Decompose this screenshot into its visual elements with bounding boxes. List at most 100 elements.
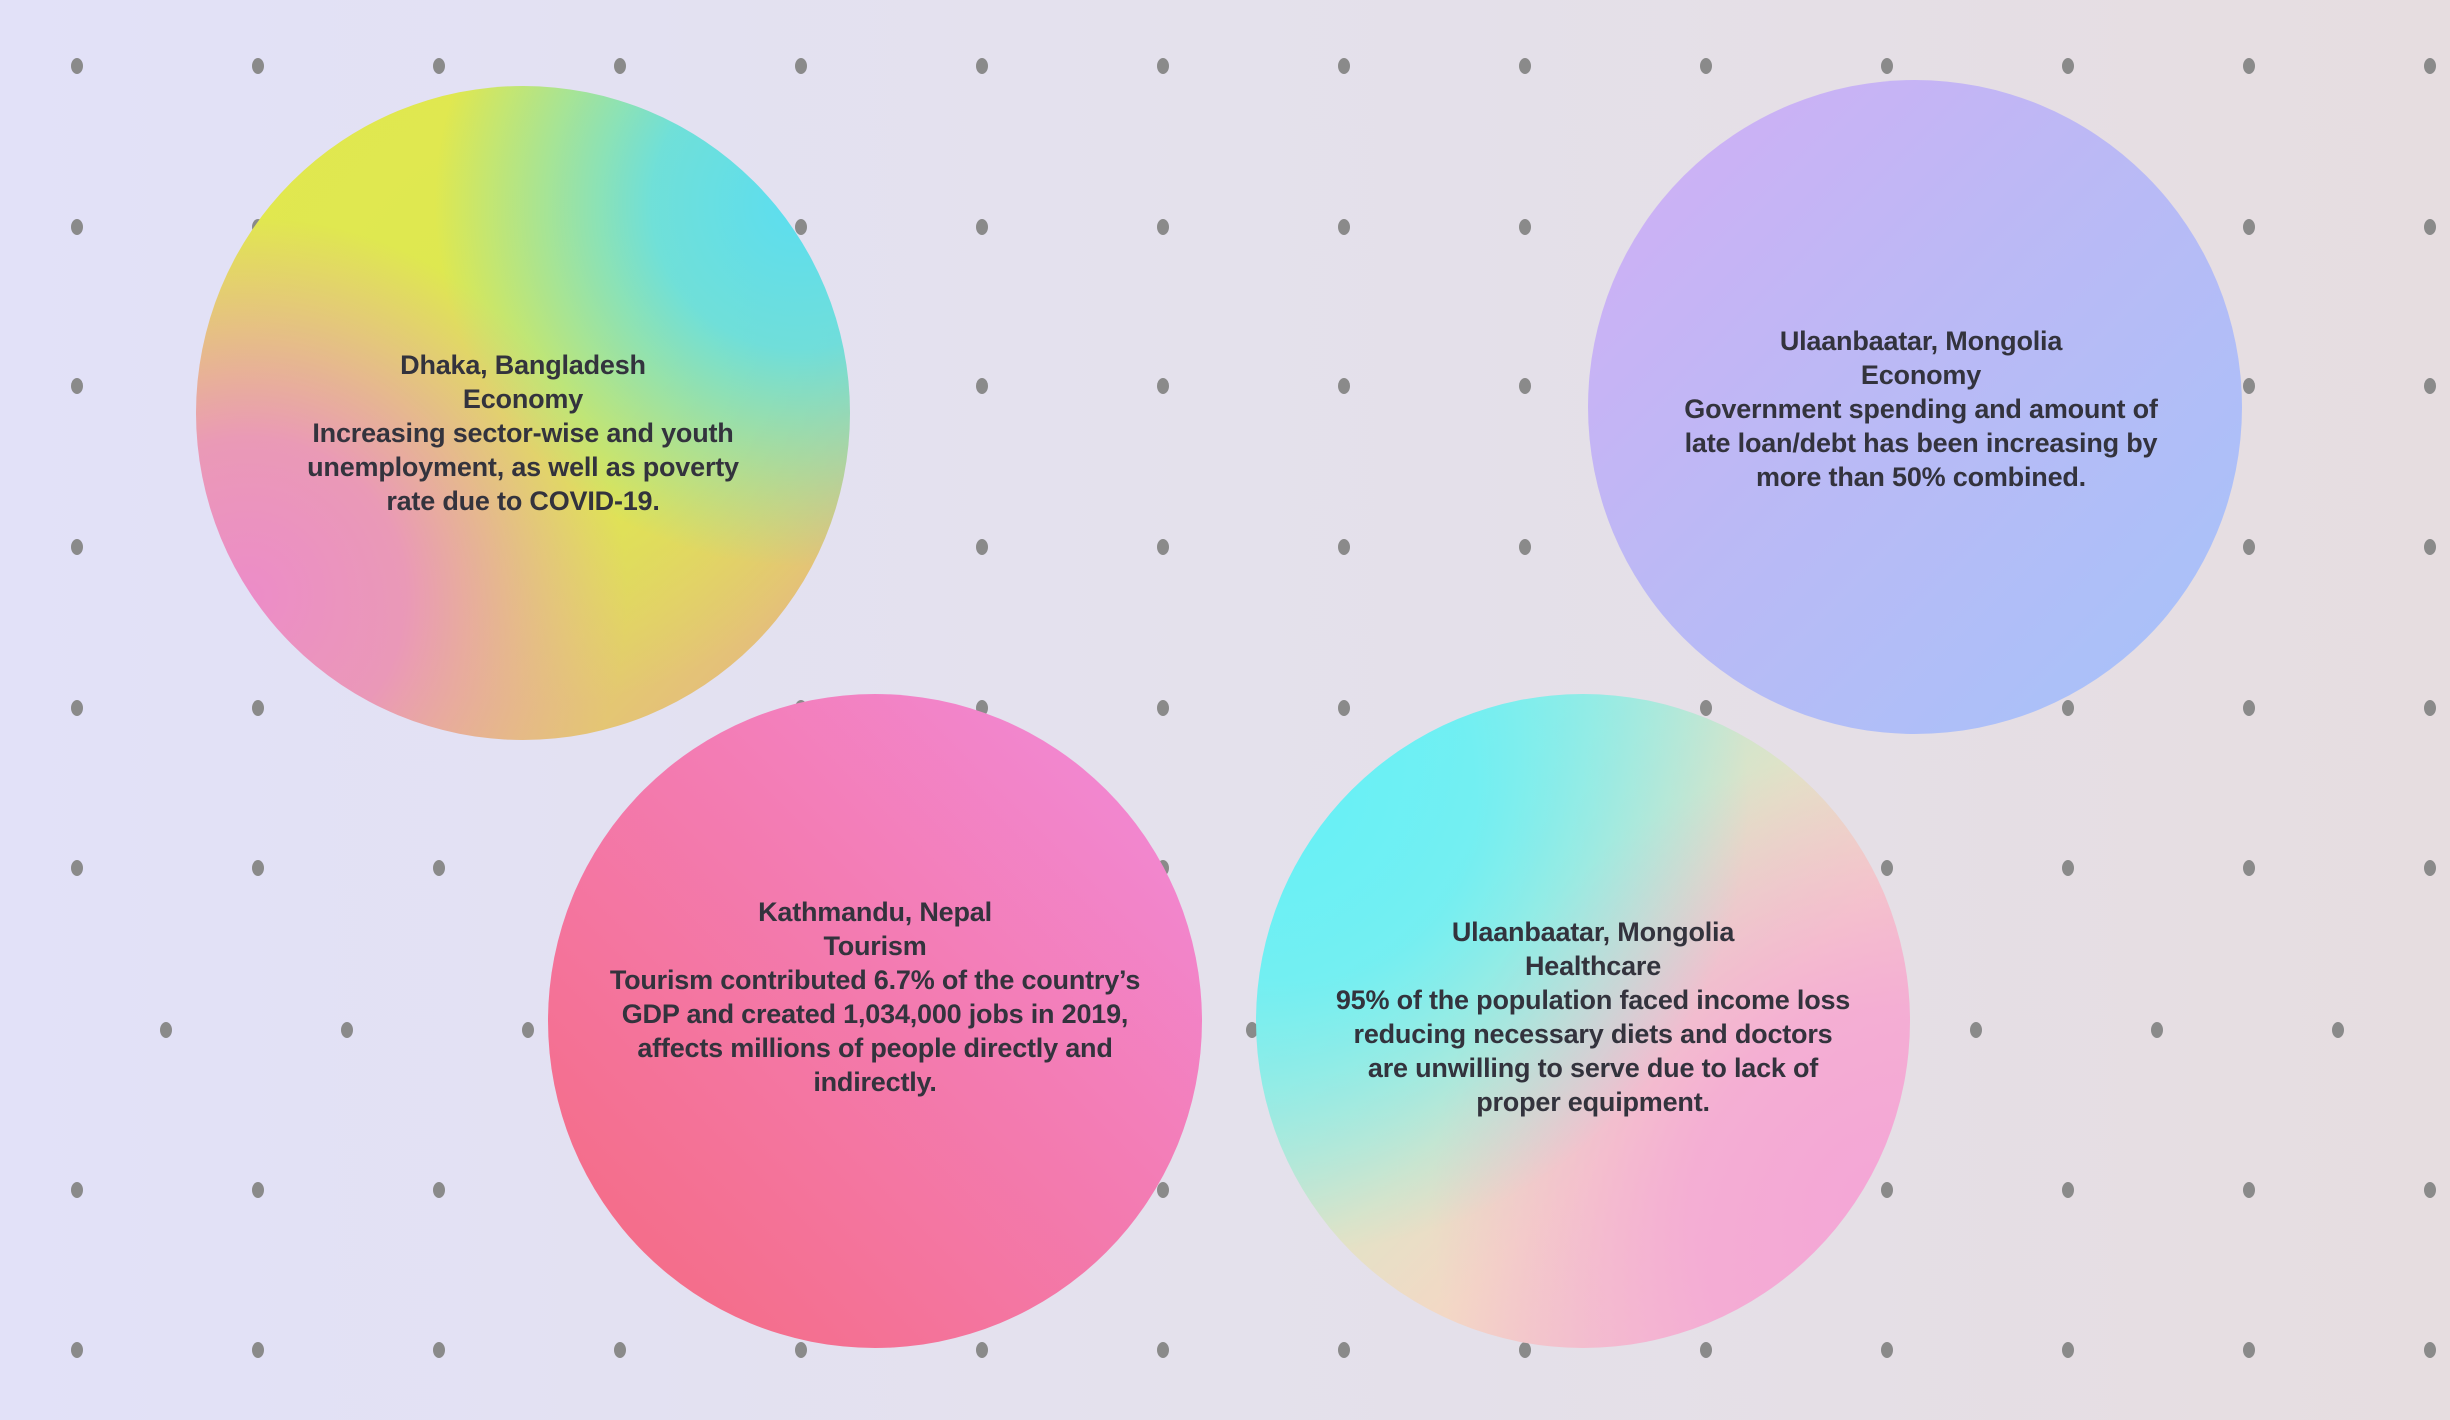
grid-dot [1338, 219, 1350, 235]
grid-dot [976, 539, 988, 555]
bubble-dhaka-economy: Dhaka, Bangladesh Economy Increasing sec… [196, 86, 850, 740]
bubble-city: Dhaka, Bangladesh [400, 350, 646, 380]
grid-dot [2243, 219, 2255, 235]
grid-dot [795, 1342, 807, 1358]
bubble-kathmandu-tourism: Kathmandu, Nepal Tourism Tourism contrib… [548, 694, 1202, 1348]
bubble-description: Increasing sector-wise and youth unemplo… [307, 418, 739, 516]
grid-dot [2424, 219, 2436, 235]
grid-dot [2424, 539, 2436, 555]
grid-dot [2424, 1342, 2436, 1358]
grid-dot [522, 1022, 534, 1038]
bubble-category: Tourism [823, 931, 927, 961]
grid-dot [2243, 1182, 2255, 1198]
grid-dot [1157, 539, 1169, 555]
grid-dot [252, 58, 264, 74]
grid-dot [2332, 1022, 2344, 1038]
grid-dot [1519, 539, 1531, 555]
grid-dot [1700, 58, 1712, 74]
grid-dot [2424, 860, 2436, 876]
grid-dot [1970, 1022, 1982, 1038]
grid-dot [71, 1342, 83, 1358]
grid-dot [71, 539, 83, 555]
grid-dot [1881, 1342, 1893, 1358]
grid-dot [2151, 1022, 2163, 1038]
grid-dot [1519, 219, 1531, 235]
grid-dot [2243, 700, 2255, 716]
grid-dot [433, 860, 445, 876]
grid-dot [1157, 219, 1169, 235]
bubble-category: Healthcare [1524, 951, 1662, 981]
grid-dot [614, 58, 626, 74]
bubble-city: Ulaanbaatar, Mongolia [1779, 326, 2063, 356]
grid-dot [1338, 539, 1350, 555]
grid-dot [252, 1182, 264, 1198]
grid-dot [71, 1182, 83, 1198]
grid-dot [2243, 1342, 2255, 1358]
grid-dot [2062, 58, 2074, 74]
bubble-city: Kathmandu, Nepal [758, 897, 992, 927]
bubble-text: Ulaanbaatar, Mongolia Economy Government… [1666, 324, 2176, 494]
grid-dot [2062, 700, 2074, 716]
grid-dot [1519, 1342, 1531, 1358]
bubble-category: Economy [462, 384, 584, 414]
grid-dot [2062, 860, 2074, 876]
grid-dot [1157, 1342, 1169, 1358]
grid-dot [341, 1022, 353, 1038]
grid-dot [1519, 378, 1531, 394]
grid-dot [1157, 58, 1169, 74]
bubble-description: 95% of the population faced income loss … [1335, 985, 1851, 1117]
grid-dot [1338, 700, 1350, 716]
grid-dot [433, 1342, 445, 1358]
bubble-text: Kathmandu, Nepal Tourism Tourism contrib… [607, 895, 1143, 1099]
grid-dot [71, 219, 83, 235]
grid-dot [433, 58, 445, 74]
bubble-city: Ulaanbaatar, Mongolia [1451, 917, 1735, 947]
grid-dot [2424, 378, 2436, 394]
grid-dot [71, 860, 83, 876]
bubble-description: Tourism contributed 6.7% of the country’… [609, 965, 1141, 1097]
bubble-ulaanbaatar-economy: Ulaanbaatar, Mongolia Economy Government… [1588, 80, 2242, 734]
grid-dot [252, 1342, 264, 1358]
grid-dot [2243, 860, 2255, 876]
grid-dot [2243, 539, 2255, 555]
grid-dot [2424, 1182, 2436, 1198]
grid-dot [160, 1022, 172, 1038]
grid-dot [252, 860, 264, 876]
grid-dot [2424, 700, 2436, 716]
grid-dot [1338, 1342, 1350, 1358]
grid-dot [1519, 58, 1531, 74]
grid-dot [2062, 1182, 2074, 1198]
grid-dot [976, 1342, 988, 1358]
bubble-category: Economy [1860, 360, 1982, 390]
grid-dot [2062, 1342, 2074, 1358]
bubble-text: Ulaanbaatar, Mongolia Healthcare 95% of … [1331, 915, 1854, 1119]
grid-dot [2243, 378, 2255, 394]
grid-dot [2424, 58, 2436, 74]
grid-dot [1700, 1342, 1712, 1358]
grid-dot [1157, 700, 1169, 716]
bubble-description: Government spending and amount of late l… [1684, 394, 2158, 492]
grid-dot [976, 378, 988, 394]
grid-dot [1338, 378, 1350, 394]
grid-dot [1338, 58, 1350, 74]
grid-dot [71, 378, 83, 394]
grid-dot [1881, 860, 1893, 876]
grid-dot [795, 58, 807, 74]
grid-dot [1881, 58, 1893, 74]
grid-dot [1700, 700, 1712, 716]
grid-dot [433, 1182, 445, 1198]
grid-dot [2243, 58, 2255, 74]
bubble-text: Dhaka, Bangladesh Economy Increasing sec… [281, 348, 765, 518]
grid-dot [795, 219, 807, 235]
grid-dot [614, 1342, 626, 1358]
grid-dot [976, 58, 988, 74]
grid-dot [1157, 378, 1169, 394]
bubble-ulaanbaatar-healthcare: Ulaanbaatar, Mongolia Healthcare 95% of … [1256, 694, 1910, 1348]
grid-dot [1246, 1022, 1258, 1038]
grid-dot [976, 219, 988, 235]
grid-dot [1881, 1182, 1893, 1198]
grid-dot [1157, 1182, 1169, 1198]
grid-dot [71, 700, 83, 716]
grid-dot [71, 58, 83, 74]
grid-dot [252, 700, 264, 716]
